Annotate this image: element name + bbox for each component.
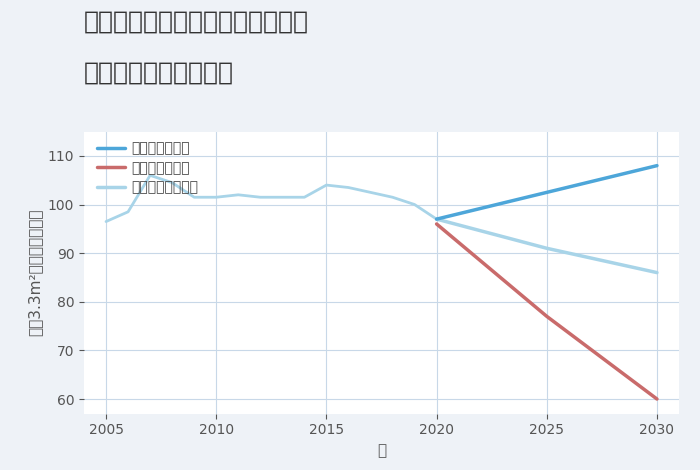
Line: グッドシナリオ: グッドシナリオ	[437, 165, 657, 219]
Text: 兵庫県姫路市三左衛門堀東の町の: 兵庫県姫路市三左衛門堀東の町の	[84, 9, 309, 33]
バッドシナリオ	[433, 221, 441, 227]
グッドシナリオ	[433, 216, 441, 222]
X-axis label: 年: 年	[377, 443, 386, 458]
Y-axis label: 坪（3.3m²）単価（万円）: 坪（3.3m²）単価（万円）	[27, 209, 42, 337]
バッドシナリオ	[653, 396, 662, 402]
ノーマルシナリオ	[653, 270, 662, 275]
Line: ノーマルシナリオ: ノーマルシナリオ	[437, 219, 657, 273]
ノーマルシナリオ	[542, 245, 551, 251]
グッドシナリオ	[542, 189, 551, 195]
グッドシナリオ	[653, 163, 662, 168]
Line: バッドシナリオ: バッドシナリオ	[437, 224, 657, 399]
Text: 中古戸建ての価格推移: 中古戸建ての価格推移	[84, 61, 234, 85]
Legend: グッドシナリオ, バッドシナリオ, ノーマルシナリオ: グッドシナリオ, バッドシナリオ, ノーマルシナリオ	[97, 141, 199, 195]
バッドシナリオ	[542, 313, 551, 319]
ノーマルシナリオ	[433, 216, 441, 222]
